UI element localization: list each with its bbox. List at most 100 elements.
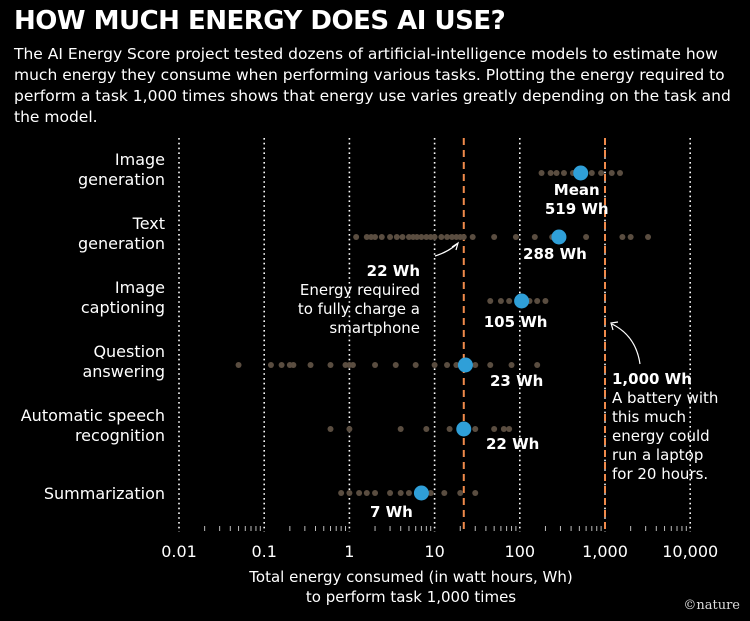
model-point (405, 234, 412, 240)
x-tick-label: 1,000 (582, 542, 628, 561)
model-point (491, 234, 498, 240)
model-point (399, 234, 406, 240)
model-point (534, 362, 541, 368)
model-point (472, 362, 479, 368)
model-point (290, 362, 297, 368)
model-point (327, 362, 334, 368)
model-point (372, 490, 379, 496)
model-point (531, 234, 538, 240)
mean-value-label: 105 Wh (484, 313, 548, 331)
category-label: Summarization (44, 484, 165, 503)
x-axis-label: Total energy consumed (in watt hours, Wh… (248, 568, 572, 606)
model-point (508, 362, 515, 368)
model-point (617, 170, 624, 176)
model-point (397, 426, 404, 432)
model-point (378, 234, 385, 240)
model-point (583, 234, 590, 240)
x-tick-label: 0.1 (251, 542, 276, 561)
nature-logo: ©nature (683, 598, 740, 613)
mean-value-label: 7 Wh (370, 503, 413, 521)
model-point (444, 362, 451, 368)
model-point (397, 490, 404, 496)
model-point (372, 234, 379, 240)
model-point (500, 426, 507, 432)
model-point (356, 490, 363, 496)
model-point (444, 234, 451, 240)
mean-value-label: 288 Wh (523, 245, 587, 263)
model-point (460, 234, 467, 240)
model-point (627, 234, 634, 240)
mean-point (551, 229, 567, 245)
model-point (363, 234, 370, 240)
model-point (512, 234, 519, 240)
model-point (363, 490, 370, 496)
model-point (327, 426, 334, 432)
model-point (448, 234, 455, 240)
model-point (267, 362, 274, 368)
model-point (645, 234, 652, 240)
chart-subtitle: The AI Energy Score project tested dozen… (14, 45, 731, 126)
model-point (349, 362, 356, 368)
category-label: Automatic speech recognition (21, 406, 165, 445)
model-point (491, 426, 498, 432)
model-point (469, 234, 476, 240)
model-point (307, 362, 314, 368)
mean-point (573, 165, 589, 181)
model-point (418, 234, 425, 240)
model-point (393, 234, 400, 240)
model-point (457, 490, 464, 496)
x-tick-label: 100 (505, 542, 536, 561)
annotation-arrow (610, 321, 619, 331)
model-point (338, 490, 345, 496)
model-point (235, 362, 242, 368)
model-point (487, 298, 494, 304)
model-point (497, 298, 504, 304)
model-point (423, 426, 430, 432)
model-point (472, 426, 479, 432)
model-point (553, 170, 560, 176)
x-tick-label: 10 (424, 542, 444, 561)
model-point (346, 426, 353, 432)
model-point (441, 490, 448, 496)
model-point (353, 234, 360, 240)
mean-value-label: 23 Wh (490, 372, 543, 390)
model-point (387, 490, 394, 496)
model-point (560, 170, 567, 176)
model-point (588, 170, 595, 176)
model-point (547, 170, 554, 176)
model-point (534, 298, 541, 304)
model-point (506, 298, 513, 304)
model-point (446, 426, 453, 432)
model-point (346, 490, 353, 496)
x-tick-label: 1 (344, 542, 354, 561)
annotation-arrow (611, 323, 641, 365)
model-point (405, 490, 412, 496)
model-point (427, 490, 434, 496)
annotation-arrow (451, 241, 460, 251)
x-tick-label: 0.01 (161, 542, 197, 561)
model-point (413, 234, 420, 240)
model-point (372, 362, 379, 368)
mean-point (457, 357, 473, 373)
model-point (431, 362, 438, 368)
model-point (278, 362, 285, 368)
mean-point (456, 421, 472, 437)
model-point (412, 362, 419, 368)
model-point (438, 234, 445, 240)
model-point (472, 490, 479, 496)
model-point (487, 362, 494, 368)
category-label: Question answering (82, 342, 165, 381)
model-point (619, 234, 626, 240)
model-point (608, 170, 615, 176)
x-tick-label: 10,000 (662, 542, 718, 561)
chart-title: HOW MUCH ENERGY DOES AI USE? (14, 6, 506, 36)
mean-point (413, 485, 429, 501)
model-point (392, 362, 399, 368)
mean-value-label: 22 Wh (486, 435, 539, 453)
category-label: Text generation (78, 214, 165, 253)
category-label: Image generation (78, 150, 165, 189)
model-point (598, 170, 605, 176)
category-label: Image captioning (81, 278, 165, 317)
model-point (506, 426, 513, 432)
